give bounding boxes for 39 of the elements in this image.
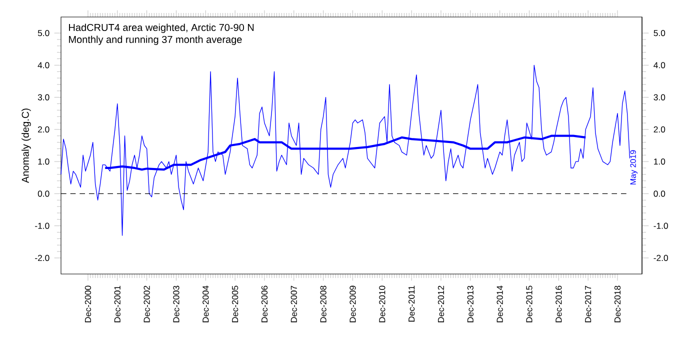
x-tick-label: Dec-2002 xyxy=(144,286,150,322)
x-tick-label: Dec-2013 xyxy=(467,286,474,322)
y-tick-label: 1.0 xyxy=(38,158,50,165)
y-axis-title: Anomaly (deg.C) xyxy=(22,108,31,183)
x-tick-label: Dec-2018 xyxy=(614,286,621,322)
x-tick-label: Dec-2003 xyxy=(173,286,180,322)
x-tick-label: Dec-2004 xyxy=(202,286,209,322)
y2-tick-label: 4.0 xyxy=(654,62,666,68)
y-tick-label: 5.0 xyxy=(38,30,50,36)
y2-tick-label: 5.0 xyxy=(654,30,666,36)
y2-tick-label: 3.0 xyxy=(654,94,666,100)
x-tick-label: Dec-2016 xyxy=(556,286,562,322)
annotation: May 2019 xyxy=(630,150,638,184)
x-tick-label: Dec-2009 xyxy=(350,286,356,322)
text: Monthly and running 37 month average xyxy=(69,36,242,46)
x-tick-label: Dec-2017 xyxy=(585,286,592,322)
y-tick-label: -1.0 xyxy=(35,222,50,229)
y2-tick-label: 0.0 xyxy=(654,190,666,197)
x-tick-label: Dec-2001 xyxy=(114,286,120,322)
y-tick-label: 2.0 xyxy=(38,126,50,133)
y2-tick-label: -2.0 xyxy=(654,254,668,262)
y2-tick-label: 2.0 xyxy=(654,126,666,133)
x-tick-label: Dec-2012 xyxy=(438,286,444,322)
text: HadCRUT4 area weighted, Arctic 70-90 N xyxy=(69,24,254,34)
x-tick-label: Dec-2000 xyxy=(84,286,92,322)
y-tick-label: -2.0 xyxy=(35,254,50,262)
y-tick-label: 3.0 xyxy=(38,94,50,100)
x-tick-label: Dec-2015 xyxy=(526,286,532,322)
x-tick-label: Dec-2005 xyxy=(232,286,238,322)
y2-tick-label: -1.0 xyxy=(654,222,668,229)
y2-tick-label: 1.0 xyxy=(654,158,666,165)
x-tick-label: Dec-2007 xyxy=(290,286,297,322)
x-tick-label: Dec-2014 xyxy=(496,286,503,322)
x-tick-label: Dec-2008 xyxy=(320,286,326,322)
x-tick-label: Dec-2011 xyxy=(408,286,415,322)
x-tick-label: Dec-2010 xyxy=(379,286,386,322)
y-tick-label: 0.0 xyxy=(38,190,50,197)
x-tick-label: Dec-2006 xyxy=(261,286,268,322)
y-tick-label: 4.0 xyxy=(38,62,50,68)
